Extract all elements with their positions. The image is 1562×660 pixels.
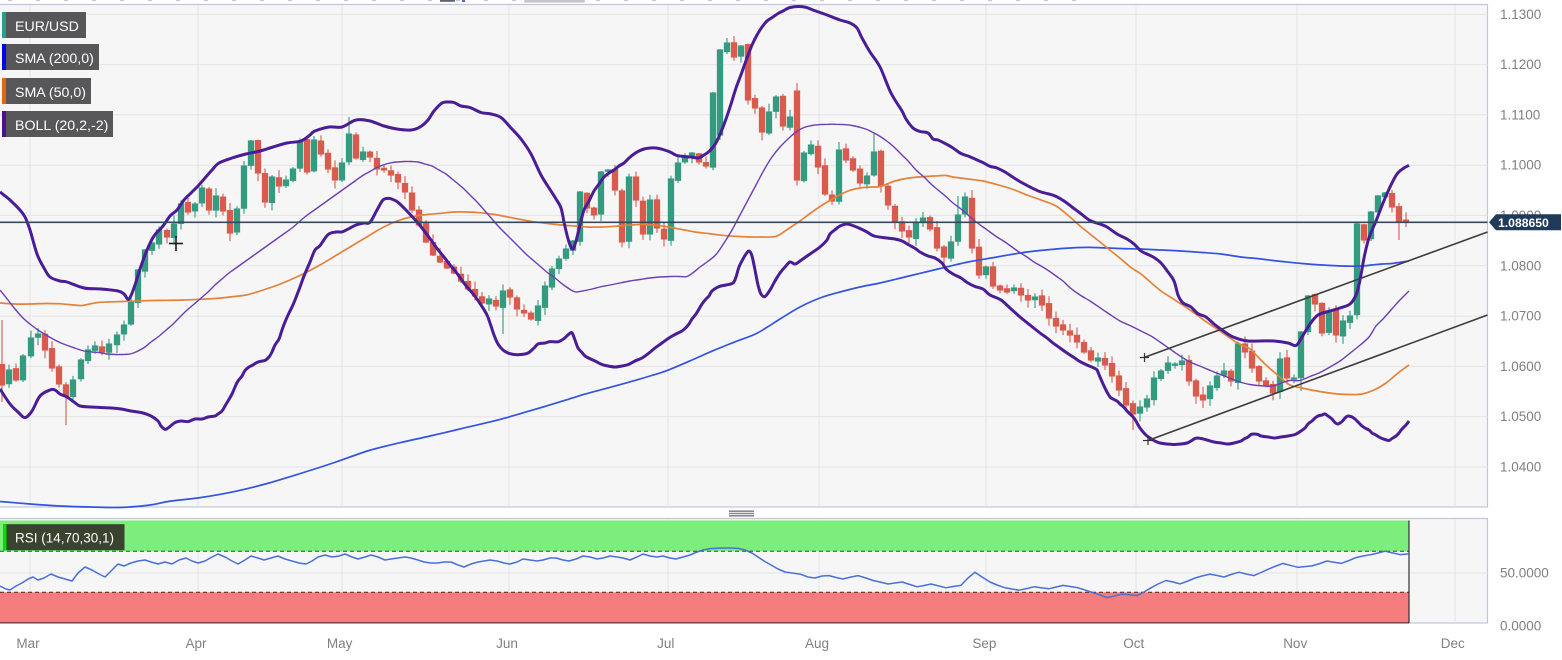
svg-text:1.0800: 1.0800 — [1500, 258, 1541, 273]
svg-text:1.0600: 1.0600 — [1500, 359, 1541, 374]
svg-text:Oct: Oct — [1123, 636, 1144, 651]
svg-text:Dec: Dec — [1441, 636, 1465, 651]
svg-text:Jul: Jul — [657, 636, 674, 651]
svg-text:1.1000: 1.1000 — [1500, 158, 1541, 173]
svg-text:May: May — [327, 636, 353, 651]
svg-text:SMA (200,0): SMA (200,0) — [15, 51, 94, 67]
svg-text:1.0700: 1.0700 — [1500, 309, 1541, 324]
svg-text:Mar: Mar — [16, 636, 40, 651]
svg-text:BOLL (20,2,-2): BOLL (20,2,-2) — [15, 118, 108, 134]
svg-text:1.0400: 1.0400 — [1500, 460, 1541, 475]
svg-text:Jun: Jun — [496, 636, 518, 651]
svg-text:Nov: Nov — [1283, 636, 1307, 651]
svg-text:1.088650: 1.088650 — [1498, 216, 1549, 230]
svg-text:Apr: Apr — [185, 636, 207, 651]
svg-text:1.0500: 1.0500 — [1500, 409, 1541, 424]
svg-text:1.1300: 1.1300 — [1500, 7, 1541, 22]
svg-text:RSI (14,70,30,1): RSI (14,70,30,1) — [15, 531, 114, 546]
svg-text:0.0000: 0.0000 — [1500, 619, 1541, 634]
svg-text:1.1200: 1.1200 — [1500, 57, 1541, 72]
svg-text:Aug: Aug — [805, 636, 829, 651]
svg-text:Sep: Sep — [972, 636, 996, 651]
svg-text:1.1100: 1.1100 — [1500, 107, 1540, 122]
svg-text:EUR/USD: EUR/USD — [15, 19, 79, 35]
svg-text:50.0000: 50.0000 — [1500, 566, 1549, 581]
svg-text:SMA (50,0): SMA (50,0) — [15, 85, 86, 101]
